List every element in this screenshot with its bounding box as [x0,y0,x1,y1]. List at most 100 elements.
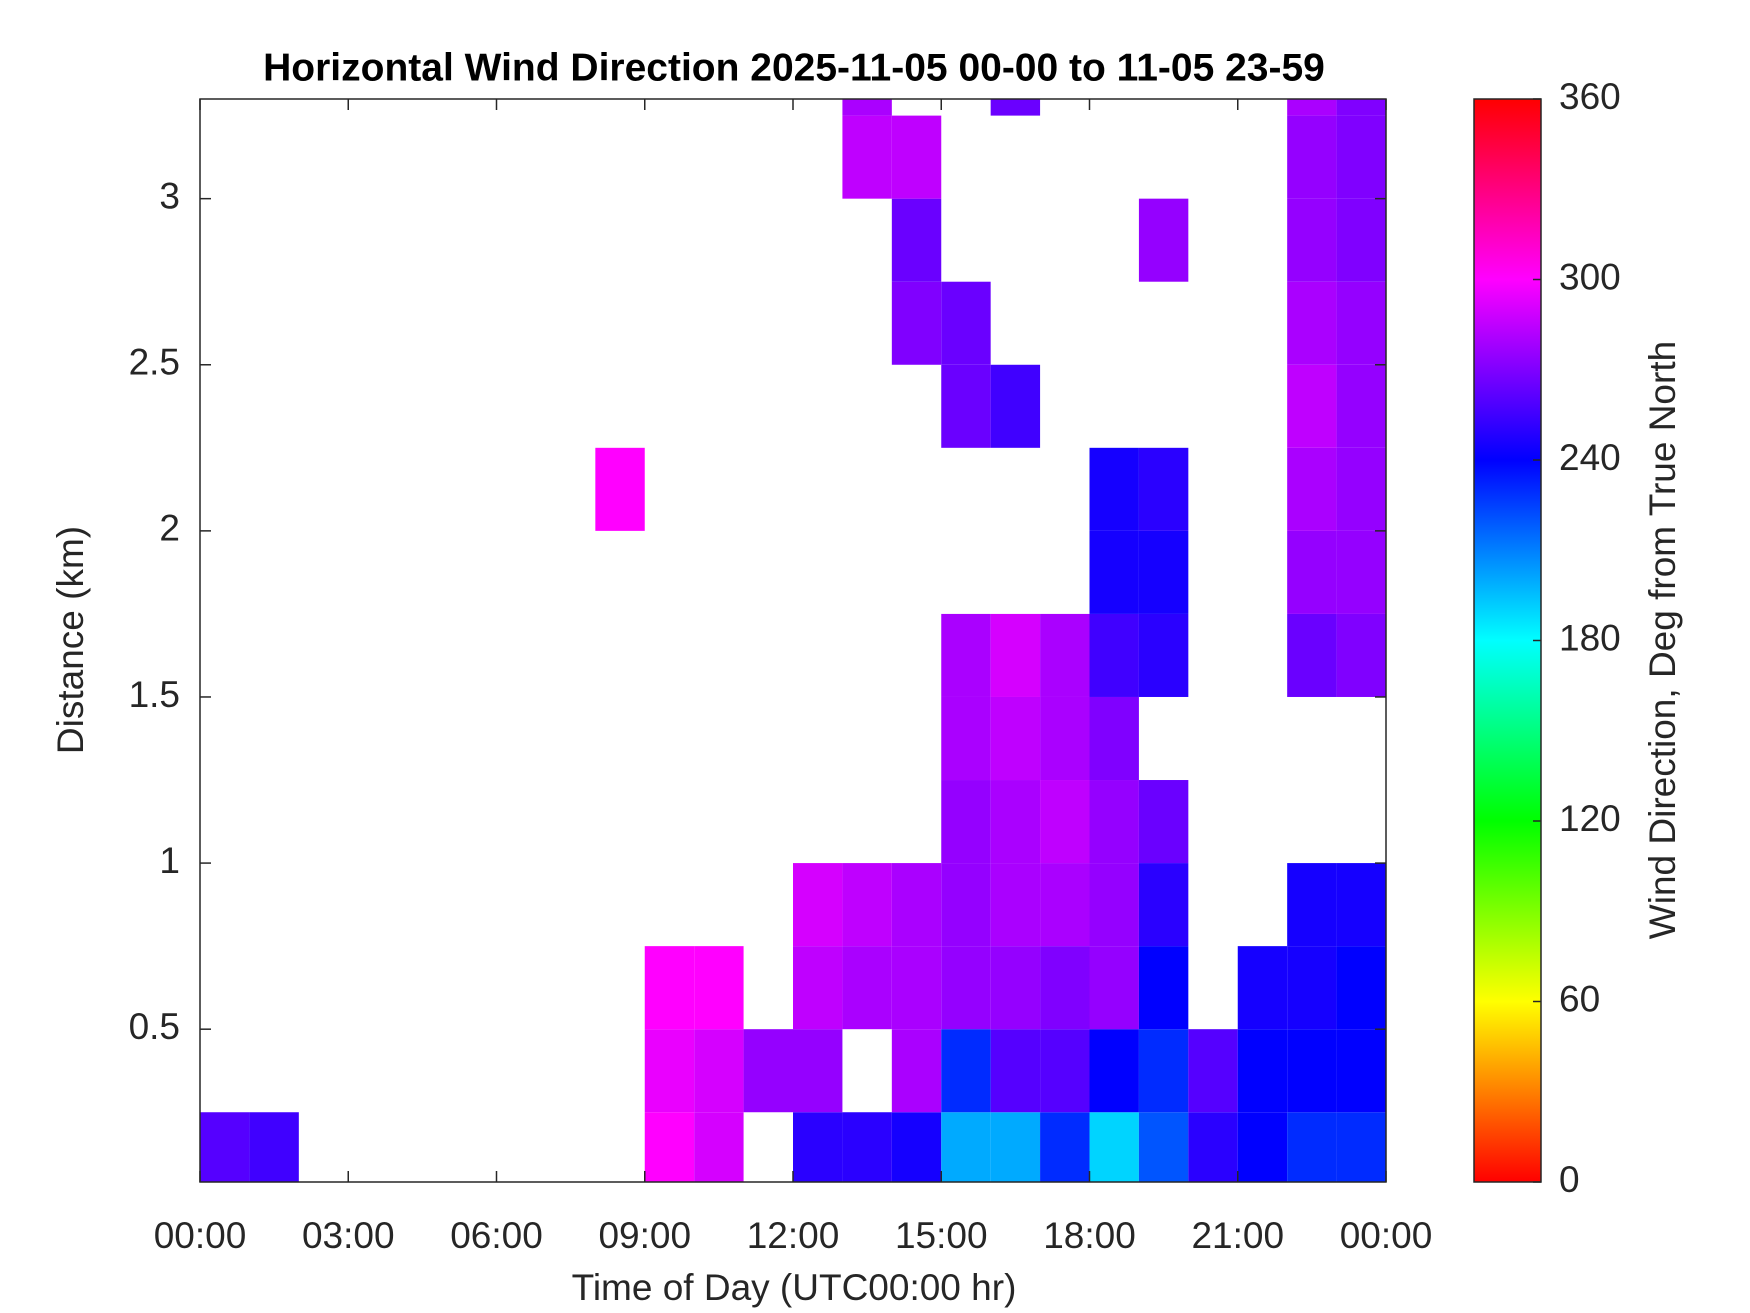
y-axis-label: Distance (km) [50,526,91,754]
heatmap-cell [891,946,942,1030]
heatmap-cell [1336,946,1386,1030]
heatmap-cell [1138,863,1189,947]
heatmap-cell [990,696,1041,781]
heatmap-cell [793,1112,843,1182]
x-tick-label: 15:00 [895,1215,988,1256]
heatmap-cell [1336,115,1386,199]
heatmap-cell [842,99,892,116]
heatmap-cell [941,1112,991,1182]
heatmap-cell [1138,613,1189,697]
heatmap-cell [842,863,892,947]
heatmap-cell [891,1112,942,1182]
heatmap-cell [990,946,1041,1030]
heatmap-cell [793,863,843,947]
heatmap-cell [644,1112,695,1182]
heatmap-cell [644,1029,695,1113]
heatmap-cell [1138,780,1189,864]
heatmap-cell [990,364,1041,448]
heatmap-cell [1089,1112,1139,1182]
x-tick-label: 12:00 [747,1215,840,1256]
heatmap-cell [1287,1029,1337,1113]
heatmap-cell [941,863,991,947]
y-tick-label: 2.5 [129,342,180,383]
heatmap-cell [793,1029,843,1113]
heatmap-cell [694,1112,744,1182]
heatmap-cell [891,1029,942,1113]
x-tick-label: 00:00 [1340,1215,1433,1256]
heatmap-cell [990,1112,1041,1182]
heatmap-cell [1188,1029,1238,1113]
heatmap-cell [990,1029,1041,1113]
heatmap-cell [1138,1029,1189,1113]
heatmap-cell [1089,946,1139,1030]
heatmap-cell [1336,198,1386,282]
heatmap-cell [1089,696,1139,781]
heatmap-cell [842,946,892,1030]
x-tick-label: 00:00 [154,1215,247,1256]
heatmap-cell [1336,99,1386,116]
heatmap-cell [1040,1112,1090,1182]
colorbar-tick-label: 300 [1559,256,1621,297]
heatmap-cell [941,1029,991,1113]
heatmap-cell [1040,780,1090,864]
heatmap-cell [1138,1112,1189,1182]
heatmap-cell [1138,447,1189,531]
x-tick-label: 21:00 [1191,1215,1284,1256]
heatmap-cell [1287,198,1337,282]
heatmap-cell [595,447,645,531]
heatmap-cell [1336,281,1386,365]
heatmap-cell [1336,1112,1386,1182]
x-axis-label: Time of Day (UTC00:00 hr) [572,1267,1017,1308]
colorbar-label: Wind Direction, Deg from True North [1642,341,1683,939]
heatmap-cell [1089,1029,1139,1113]
heatmap-cell [941,780,991,864]
heatmap-cell [1089,447,1139,531]
heatmap-cell [990,780,1041,864]
heatmap-cell [1287,115,1337,199]
heatmap-cell [1287,99,1337,116]
heatmap-cell [793,946,843,1030]
heatmap-cell [941,364,991,448]
heatmap-cell [1089,613,1139,697]
heatmap-cell [990,863,1041,947]
colorbar-tick-label: 60 [1559,978,1600,1019]
y-tick-label: 0.5 [129,1006,180,1047]
x-tick-label: 03:00 [302,1215,395,1256]
heatmap-cell [891,115,942,199]
heatmap-cell [1237,1112,1288,1182]
colorbar-tick-label: 240 [1559,437,1621,478]
heatmap-cell [842,115,892,199]
heatmap-cell [1287,364,1337,448]
heatmap-cell [1188,1112,1238,1182]
heatmap-cell [941,613,991,697]
heatmap-cell [1336,364,1386,448]
heatmap-cell [1138,198,1189,282]
heatmap-cell [1287,613,1337,697]
heatmap-cell [1040,696,1090,781]
heatmap-cell [1287,281,1337,365]
heatmap-cell [1336,863,1386,947]
x-tick-label: 18:00 [1043,1215,1136,1256]
heatmap-cell [1287,946,1337,1030]
colorbar [1473,98,1542,1183]
heatmap-cell [1336,530,1386,614]
heatmap-cell [941,946,991,1030]
heatmap-cell [1287,530,1337,614]
y-tick-label: 2 [159,508,180,549]
heatmap-cell [1040,946,1090,1030]
x-tick-label: 09:00 [598,1215,691,1256]
y-tick-label: 1.5 [129,674,180,715]
heatmap-cell [1287,447,1337,531]
heatmap-cell [200,1112,250,1182]
heatmap-cell [941,696,991,781]
heatmap-cell [1138,946,1189,1030]
heatmap-cell [1336,1029,1386,1113]
heatmap-cell [842,1112,892,1182]
heatmap-cell [1237,1029,1288,1113]
heatmap-cell [941,281,991,365]
heatmap-cell [1287,863,1337,947]
heatmap-cell [891,198,942,282]
heatmap-cell [1040,1029,1090,1113]
